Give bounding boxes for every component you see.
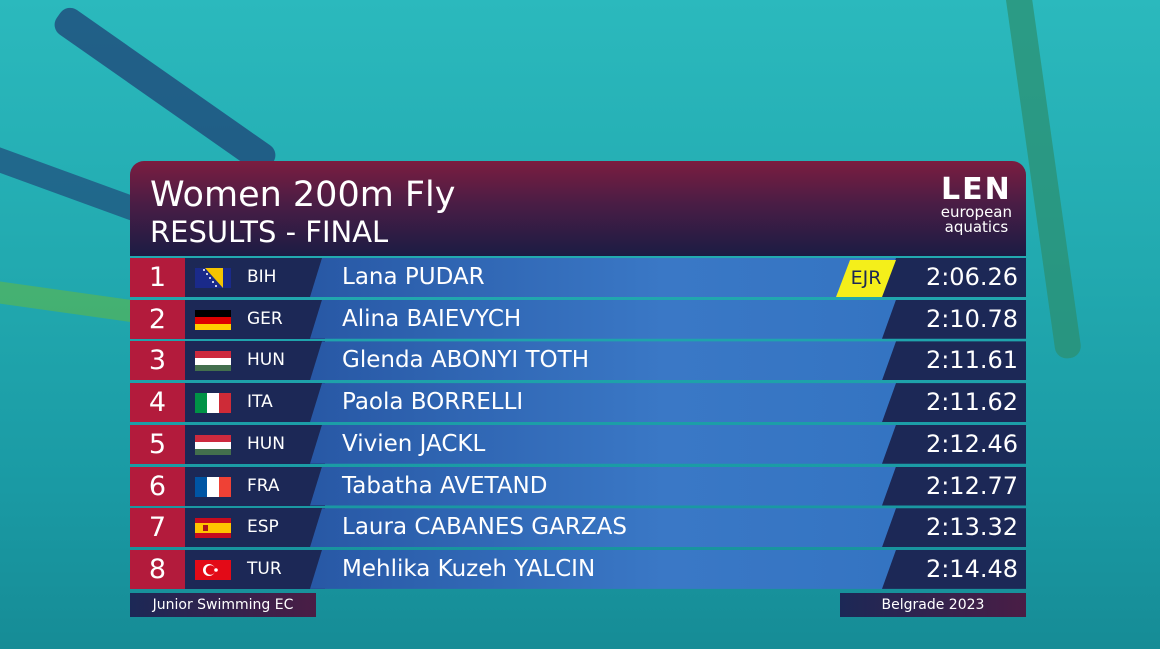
title: Women 200m Fly (150, 175, 456, 215)
athlete-name: Tabatha AVETAND (342, 472, 548, 499)
name-cell: Laura CABANES GARZAS (310, 508, 900, 547)
athlete-name: Glenda ABONYI TOTH (342, 347, 590, 374)
time-cell: 2:06.26 (882, 258, 1026, 297)
logo: LEN european aquatics (941, 175, 1012, 235)
result-row: 7 ESP Laura CABANES GARZAS 2:13.32 (130, 508, 1026, 548)
rank: 1 (130, 258, 185, 297)
athlete-name: Paola BORRELLI (342, 389, 524, 416)
name-cell: Glenda ABONYI TOTH (310, 341, 900, 380)
time: 2:10.78 (925, 304, 1018, 333)
time-cell: 2:14.48 (882, 549, 1026, 589)
country-code: ITA (247, 392, 273, 413)
rank: 5 (130, 424, 185, 464)
athlete-name: Laura CABANES GARZAS (342, 514, 627, 541)
flag (195, 476, 231, 497)
logo-text: european (940, 203, 1012, 221)
result-row: 2 GER Alina BAIEVYCH 2:10.78 (130, 299, 1026, 339)
logo-text: aquatics (944, 218, 1009, 236)
time: 2:12.77 (925, 471, 1018, 500)
country-cell: ESP (185, 508, 325, 548)
time: 2:11.61 (925, 346, 1018, 375)
lane-rope (49, 3, 281, 177)
rank: 6 (130, 466, 185, 506)
subtitle: RESULTS - FINAL (150, 215, 389, 249)
flag (195, 393, 231, 414)
flag (195, 434, 231, 455)
athlete-name: Mehlika Kuzeh YALCIN (342, 555, 596, 582)
rank: 4 (130, 383, 185, 423)
country-code: TUR (247, 558, 282, 579)
result-row: 5 HUN Vivien JACKL 2:12.46 (130, 424, 1026, 464)
country-cell: HUN (185, 341, 325, 381)
name-cell: Vivien JACKL (310, 425, 900, 464)
rank: 8 (130, 549, 185, 589)
country-code: BIH (247, 267, 277, 287)
athlete-name: Alina BAIEVYCH (342, 305, 522, 332)
footer-location: Belgrade 2023 (840, 593, 1026, 617)
athlete-name: Vivien JACKL (342, 430, 486, 457)
time: 2:06.26 (925, 263, 1018, 291)
country-cell: GER (185, 299, 325, 339)
rank: 3 (130, 341, 185, 381)
name-cell: Tabatha AVETAND (310, 467, 900, 506)
rank: 2 (130, 299, 185, 339)
logo-mark: LEN (941, 172, 1012, 207)
time-cell: 2:12.77 (882, 466, 1026, 506)
country-code: HUN (247, 350, 285, 371)
time: 2:11.62 (925, 388, 1018, 417)
time: 2:14.48 (925, 554, 1018, 583)
flag (195, 268, 231, 288)
time-cell: 2:10.78 (882, 299, 1026, 339)
name-cell: Paola BORRELLI (310, 383, 900, 422)
time-cell: 2:11.62 (882, 383, 1026, 423)
time: 2:13.32 (925, 513, 1018, 542)
country-code: HUN (247, 433, 285, 454)
country-cell: HUN (185, 424, 325, 464)
flag (195, 559, 231, 580)
country-cell: FRA (185, 466, 325, 506)
name-cell: Alina BAIEVYCH (310, 300, 900, 339)
time-cell: 2:12.46 (882, 424, 1026, 464)
header: Women 200m Fly RESULTS - FINAL LEN europ… (130, 161, 1026, 256)
result-row: 4 ITA Paola BORRELLI 2:11.62 (130, 383, 1026, 423)
result-row: 3 HUN Glenda ABONYI TOTH 2:11.61 (130, 341, 1026, 381)
country-cell: BIH (185, 258, 325, 297)
name-cell: Lana PUDAR (310, 258, 900, 297)
athlete-name: Lana PUDAR (342, 264, 485, 290)
country-code: GER (247, 308, 283, 329)
flag (195, 351, 231, 372)
country-code: ESP (247, 517, 279, 538)
name-cell: Mehlika Kuzeh YALCIN (310, 550, 900, 589)
result-row: 6 FRA Tabatha AVETAND 2:12.77 (130, 466, 1026, 506)
rank: 7 (130, 508, 185, 548)
flag (195, 518, 231, 539)
time: 2:12.46 (925, 429, 1018, 458)
footer-event: Junior Swimming EC (130, 593, 316, 617)
result-row: 8 TUR Mehlika Kuzeh YALCIN 2:14.48 (130, 549, 1026, 589)
flag (195, 309, 231, 330)
country-cell: TUR (185, 549, 325, 589)
result-row: 1 BIH Lana PUDAR 2:06.26 EJR (130, 258, 1026, 297)
country-cell: ITA (185, 383, 325, 423)
time-cell: 2:13.32 (882, 508, 1026, 548)
country-code: FRA (247, 475, 280, 496)
time-cell: 2:11.61 (882, 341, 1026, 381)
